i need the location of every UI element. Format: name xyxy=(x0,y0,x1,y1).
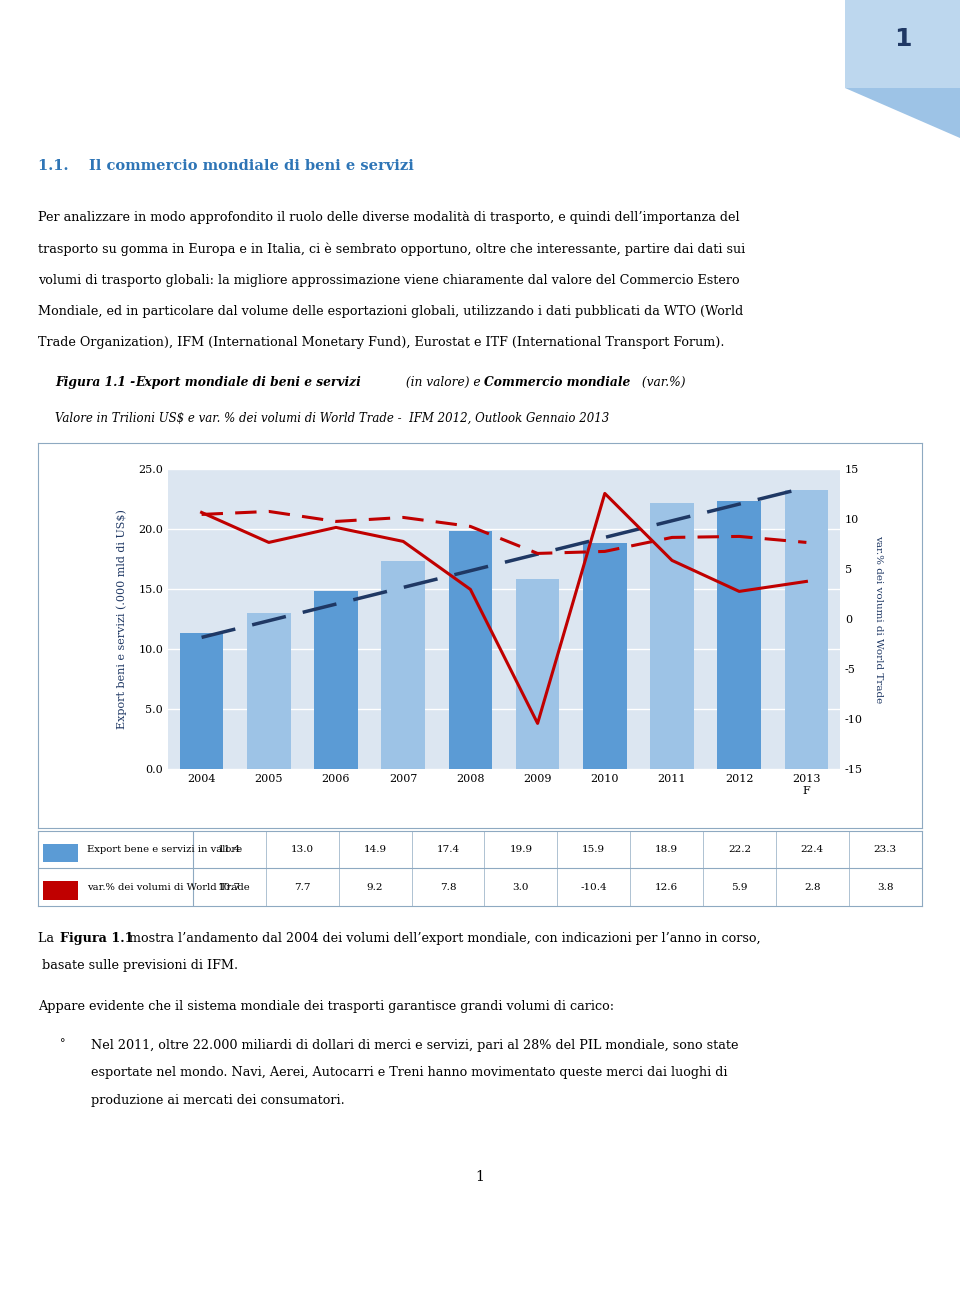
Bar xyxy=(448,531,492,769)
Text: 22.2: 22.2 xyxy=(728,845,751,854)
Text: 5.9: 5.9 xyxy=(732,883,748,892)
Text: 19.9: 19.9 xyxy=(510,845,533,854)
Text: var.% dei volumi di World Trade: var.% dei volumi di World Trade xyxy=(87,883,250,892)
Text: 7.8: 7.8 xyxy=(440,883,456,892)
Text: produzione ai mercati dei consumatori.: produzione ai mercati dei consumatori. xyxy=(91,1094,346,1107)
Text: 10.7: 10.7 xyxy=(218,883,241,892)
Bar xyxy=(381,561,425,769)
Text: trasporto su gomma in Europa e in Italia, ci è sembrato opportuno, oltre che int: trasporto su gomma in Europa e in Italia… xyxy=(38,243,746,256)
Text: Commercio mondiale: Commercio mondiale xyxy=(485,376,631,389)
Text: 1.1.    Il commercio mondiale di beni e servizi: 1.1. Il commercio mondiale di beni e ser… xyxy=(38,159,415,172)
Bar xyxy=(845,0,960,89)
Text: Valore in Trilioni US$ e var. % dei volumi di World Trade -  IFM 2012, Outlook G: Valore in Trilioni US$ e var. % dei volu… xyxy=(56,412,610,425)
Text: 23.3: 23.3 xyxy=(874,845,897,854)
Text: -10.4: -10.4 xyxy=(581,883,607,892)
Text: Mobilità globale delle merci e ruolo della strada: Mobilità globale delle merci e ruolo del… xyxy=(24,22,474,40)
Bar xyxy=(583,542,627,769)
Text: Figura 1.1: Figura 1.1 xyxy=(60,932,133,945)
Text: 13.0: 13.0 xyxy=(291,845,314,854)
Text: mostra l’andamento dal 2004 dei volumi dell’export mondiale, con indicazioni per: mostra l’andamento dal 2004 dei volumi d… xyxy=(125,932,760,945)
Text: Export mondiale di beni e servizi: Export mondiale di beni e servizi xyxy=(135,376,361,389)
Text: Figura 1.1 -: Figura 1.1 - xyxy=(56,376,140,389)
Bar xyxy=(43,844,78,862)
Text: 14.9: 14.9 xyxy=(364,845,387,854)
Text: Appare evidente che il sistema mondiale dei trasporti garantisce grandi volumi d: Appare evidente che il sistema mondiale … xyxy=(38,1000,614,1013)
Y-axis label: var.% dei volumi di World Trade: var.% dei volumi di World Trade xyxy=(874,535,883,704)
Text: 9.2: 9.2 xyxy=(367,883,383,892)
Bar xyxy=(650,503,694,769)
Text: 3.0: 3.0 xyxy=(513,883,529,892)
Text: 22.4: 22.4 xyxy=(801,845,824,854)
Text: volumi di trasporto globali: la migliore approssimazione viene chiaramente dal v: volumi di trasporto globali: la migliore… xyxy=(38,274,740,287)
Bar xyxy=(784,490,828,769)
Bar xyxy=(247,613,291,769)
Text: 17.4: 17.4 xyxy=(437,845,460,854)
Text: 1: 1 xyxy=(475,1170,485,1184)
Bar xyxy=(717,501,761,769)
Bar xyxy=(314,591,358,769)
Text: esportate nel mondo. Navi, Aerei, Autocarri e Treni hanno movimentato queste mer: esportate nel mondo. Navi, Aerei, Autoca… xyxy=(91,1067,728,1080)
Text: 7.7: 7.7 xyxy=(294,883,310,892)
Text: Nel 2011, oltre 22.000 miliardi di dollari di merci e servizi, pari al 28% del P: Nel 2011, oltre 22.000 miliardi di dolla… xyxy=(91,1039,739,1052)
Text: 2.8: 2.8 xyxy=(804,883,821,892)
Text: Mondiale, ed in particolare dal volume delle esportazioni globali, utilizzando i: Mondiale, ed in particolare dal volume d… xyxy=(38,305,744,318)
Text: Export bene e servizi in valore: Export bene e servizi in valore xyxy=(87,845,242,854)
Text: 18.9: 18.9 xyxy=(655,845,678,854)
Text: La: La xyxy=(38,932,59,945)
Text: 1: 1 xyxy=(894,26,911,51)
Bar xyxy=(43,882,78,900)
Bar xyxy=(516,579,560,769)
Bar xyxy=(180,632,224,769)
Text: (var.%): (var.%) xyxy=(638,376,685,389)
Text: Trade Organization), IFM (International Monetary Fund), Eurostat e ITF (Internat: Trade Organization), IFM (International … xyxy=(38,336,725,349)
Text: 12.6: 12.6 xyxy=(655,883,678,892)
Text: Per analizzare in modo approfondito il ruolo delle diverse modalità di trasporto: Per analizzare in modo approfondito il r… xyxy=(38,211,740,224)
Y-axis label: Export beni e servizi (.000 mld di US$): Export beni e servizi (.000 mld di US$) xyxy=(116,510,127,729)
Polygon shape xyxy=(845,89,960,138)
Text: 3.8: 3.8 xyxy=(876,883,894,892)
Text: (in valore) e: (in valore) e xyxy=(401,376,484,389)
Text: basate sulle previsioni di IFM.: basate sulle previsioni di IFM. xyxy=(38,960,238,973)
Text: 15.9: 15.9 xyxy=(582,845,605,854)
Text: °: ° xyxy=(60,1039,66,1048)
Text: 11.4: 11.4 xyxy=(218,845,241,854)
